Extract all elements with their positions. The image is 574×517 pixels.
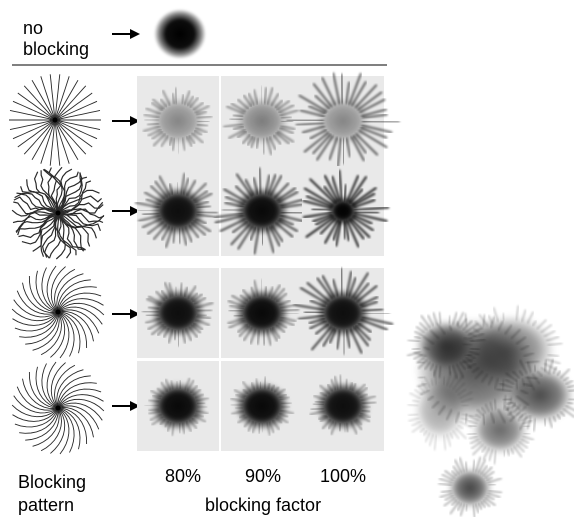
arrow-no-blocking <box>112 29 140 39</box>
arrow-row-4 <box>112 401 140 411</box>
blocking-pattern-label-line2: pattern <box>18 495 75 515</box>
blocking-factor-label: blocking factor <box>205 495 322 515</box>
ink-cloud-puff-7 <box>436 456 503 517</box>
ink-cloud-puff-2 <box>457 305 563 391</box>
result-cell-r3-c2 <box>221 268 303 358</box>
result-cell-r4-c2 <box>221 361 303 451</box>
blocking-pattern-1 <box>9 74 101 166</box>
blocking-pattern-3 <box>11 265 105 359</box>
percent-label-90: 90% <box>245 466 282 486</box>
result-grid <box>134 72 400 451</box>
unblocked-blob-shape <box>154 9 206 59</box>
unblocked-blob <box>154 9 206 59</box>
result-cell-r1-c3 <box>286 72 400 168</box>
blocking-patterns <box>9 74 105 455</box>
blocking-pattern-2 <box>11 166 105 260</box>
result-cell-r1-c1 <box>137 76 219 166</box>
percent-label-100: 100% <box>320 466 367 486</box>
ink-cloud-puff-6 <box>407 369 477 451</box>
result-cell-r3-c1 <box>137 268 219 358</box>
percent-label-80: 80% <box>165 466 202 486</box>
blocking-pattern-4 <box>11 361 105 455</box>
result-cell-r4-c3 <box>302 361 384 451</box>
result-cell-r2-c3 <box>302 166 390 256</box>
no-blocking-label: no blocking <box>23 18 90 59</box>
ink-cloud-puff-3 <box>406 311 486 380</box>
result-cell-r4-c1 <box>137 361 219 451</box>
result-cell-r2-c2 <box>213 166 305 256</box>
result-cell-r3-c3 <box>293 267 394 358</box>
arrow-row-2 <box>112 206 140 216</box>
arrow-row-1 <box>112 116 140 126</box>
ink-cloud-puff-5 <box>467 394 535 465</box>
blocking-pattern-label-line1: Blocking <box>18 472 87 492</box>
ink-cloud-illustration <box>406 305 574 517</box>
result-cell-r2-c1 <box>134 166 219 256</box>
arrow-row-3 <box>112 309 140 319</box>
arrows-layer <box>112 29 140 411</box>
